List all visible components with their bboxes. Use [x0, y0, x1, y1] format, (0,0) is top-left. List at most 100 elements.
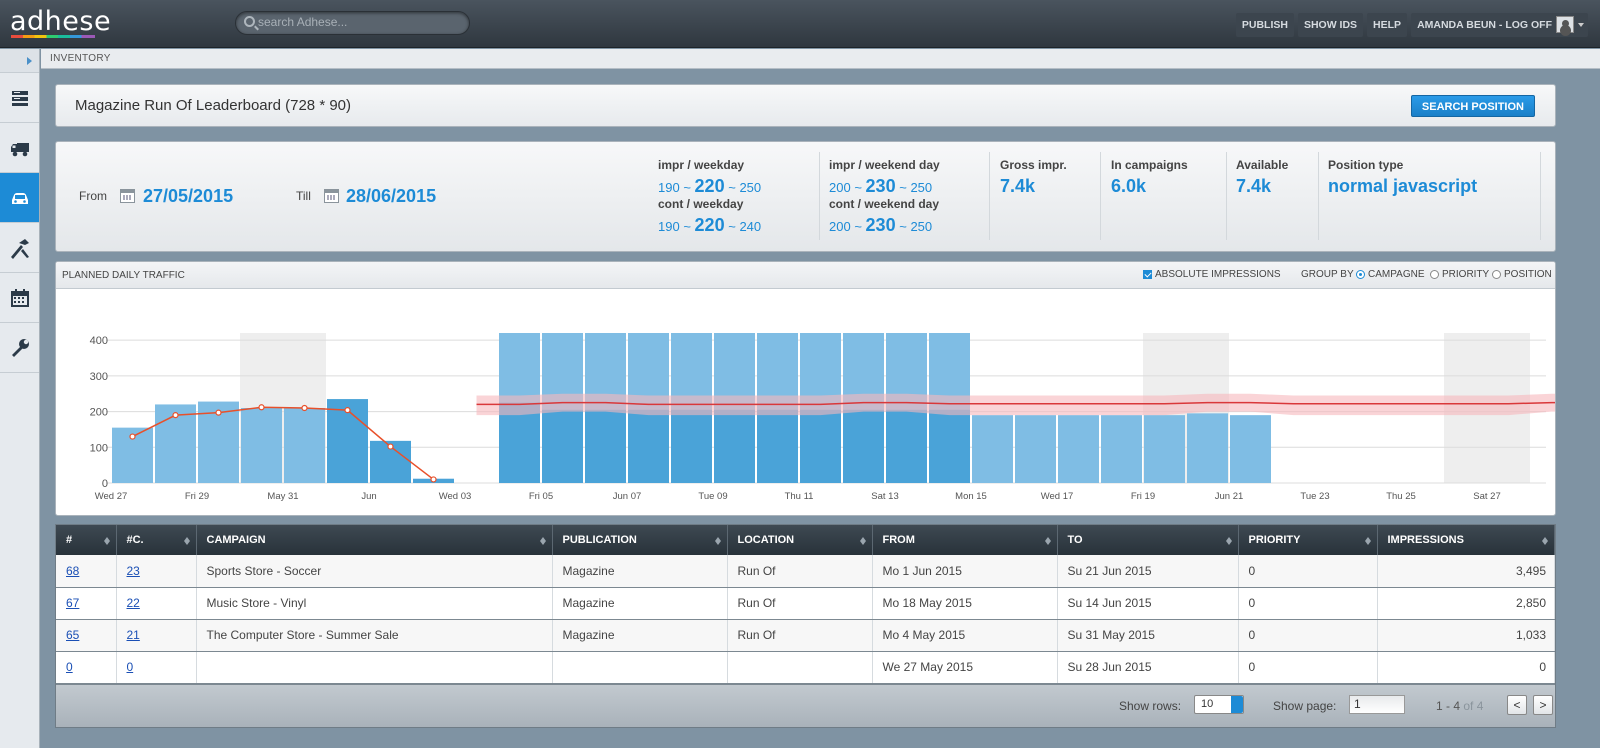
till-date[interactable]: 28/06/2015 [346, 186, 437, 206]
bar [499, 402, 540, 483]
actual-point [430, 476, 437, 483]
campaign-id-link[interactable]: 21 [126, 628, 140, 642]
sort-icon[interactable] [539, 534, 546, 546]
table-row[interactable]: 67 22 Music Store - Vinyl Magazine Run O… [56, 587, 1555, 620]
table-row[interactable]: 68 23 Sports Store - Soccer Magazine Run… [56, 555, 1555, 588]
cell-from: Mo 4 May 2015 [872, 619, 1058, 652]
radio-icon[interactable] [1430, 270, 1439, 279]
server-stack-icon [11, 90, 28, 106]
sidebar-item-positions[interactable] [0, 173, 39, 223]
sort-icon[interactable] [1364, 534, 1371, 546]
search-position-button[interactable]: SEARCH POSITION [1410, 95, 1535, 117]
x-tick-label: Fri 19 [1131, 491, 1155, 502]
cell-campaign: Sports Store - Soccer [196, 555, 553, 588]
column-header-campaign-id[interactable]: #C. [116, 525, 197, 555]
actual-point [301, 404, 308, 412]
next-page-button[interactable]: > [1533, 695, 1553, 715]
chart-toolbar: PLANNED DAILY TRAFFIC ABSOLUTE IMPRESSIO… [56, 262, 1555, 289]
bar [929, 409, 970, 483]
cell-id[interactable]: 0 [56, 651, 117, 684]
user-menu-button[interactable] [1552, 13, 1588, 37]
column-header-id[interactable]: # [56, 525, 117, 555]
column-header-from[interactable]: FROM [872, 525, 1058, 555]
cell-campaign-id[interactable]: 22 [116, 587, 197, 620]
sidebar-item-calendar[interactable] [0, 273, 39, 323]
search-input[interactable] [258, 15, 458, 29]
cell-from: Mo 1 Jun 2015 [872, 555, 1058, 588]
sidebar-item-settings[interactable] [0, 323, 39, 373]
adhese-logo[interactable]: adhese [10, 6, 112, 37]
rows-per-page-select[interactable]: 10 [1194, 695, 1244, 714]
sort-icon[interactable] [1044, 534, 1051, 546]
cell-campaign-id[interactable]: 23 [116, 555, 197, 588]
cell-id[interactable]: 67 [56, 587, 117, 620]
cell-campaign-id[interactable]: 21 [116, 619, 197, 652]
cell-to: Su 28 Jun 2015 [1057, 651, 1239, 684]
y-tick-label: 0 [102, 478, 108, 490]
global-search[interactable] [235, 11, 470, 35]
sidebar-item-inventory[interactable] [0, 73, 39, 123]
prev-page-button[interactable]: < [1507, 695, 1527, 715]
cell-campaign [196, 651, 553, 684]
page-number-input[interactable]: 1 [1349, 695, 1405, 714]
bar [1101, 415, 1142, 483]
from-calendar-icon[interactable] [120, 189, 135, 203]
column-header-impressions[interactable]: IMPRESSIONS [1377, 525, 1555, 555]
column-header-priority[interactable]: PRIORITY [1238, 525, 1378, 555]
help-button[interactable]: HELP [1367, 13, 1408, 37]
sort-icon[interactable] [1542, 534, 1548, 546]
breadcrumb[interactable]: INVENTORY [41, 49, 1600, 69]
cell-id[interactable]: 68 [56, 555, 117, 588]
x-tick-label: Jun [361, 491, 376, 502]
group-by-campagne[interactable]: CAMPAGNE [1356, 269, 1425, 280]
bar [585, 409, 626, 483]
campaign-id-link[interactable]: 23 [126, 563, 140, 578]
show-ids-button[interactable]: SHOW IDS [1297, 13, 1364, 37]
campaign-id-link[interactable]: 22 [126, 596, 140, 610]
booking-id-link[interactable]: 68 [66, 563, 80, 578]
cell-campaign-id[interactable]: 0 [116, 651, 197, 684]
select-spinner-icon[interactable] [1231, 696, 1243, 713]
column-header-to[interactable]: TO [1057, 525, 1239, 555]
till-calendar-icon[interactable] [324, 189, 339, 203]
radio-icon[interactable] [1492, 270, 1501, 279]
column-header-publication[interactable]: PUBLICATION [552, 525, 728, 555]
checkbox-icon[interactable] [1143, 270, 1152, 279]
cell-to: Su 31 May 2015 [1057, 619, 1239, 652]
x-tick-label: Fri 29 [185, 491, 209, 502]
group-by-priority[interactable]: PRIORITY [1430, 269, 1489, 280]
booking-id-link[interactable]: 0 [66, 660, 73, 674]
sidebar-expand-toggle[interactable] [0, 49, 39, 73]
cell-id[interactable]: 65 [56, 619, 117, 652]
stats-divider [1226, 152, 1227, 240]
table-row[interactable]: 65 21 The Computer Store - Summer Sale M… [56, 619, 1555, 652]
sort-icon[interactable] [1225, 534, 1232, 546]
column-header-location[interactable]: LOCATION [727, 525, 873, 555]
campaign-id-link[interactable]: 0 [126, 660, 134, 674]
column-header-campaign[interactable]: CAMPAIGN [196, 525, 553, 555]
sort-icon[interactable] [859, 534, 866, 546]
calendar-icon [10, 288, 29, 307]
bar [972, 415, 1013, 483]
sidebar-item-tools[interactable] [0, 223, 39, 273]
stats-divider [1318, 152, 1319, 240]
radio-icon[interactable] [1356, 270, 1365, 279]
traffic-chart[interactable]: 0 100 200 300 400 Wed 27 Fri 29 May 31 Jun Wed 03… [56, 289, 1555, 515]
publish-button[interactable]: PUBLISH [1235, 13, 1294, 37]
table-row[interactable]: 0 0 We 27 May 2015 Su 28 Jun 2015 0 0 [56, 651, 1555, 684]
absolute-impressions-toggle[interactable]: ABSOLUTE IMPRESSIONS [1143, 269, 1281, 280]
sort-icon[interactable] [183, 534, 190, 546]
bar [671, 409, 712, 483]
from-date[interactable]: 27/05/2015 [143, 186, 234, 206]
sidebar-item-delivery[interactable] [0, 123, 39, 173]
stats-divider [819, 152, 820, 240]
sort-icon[interactable] [714, 534, 721, 546]
cell-to: Su 21 Jun 2015 [1057, 555, 1239, 588]
booking-id-link[interactable]: 65 [66, 628, 80, 642]
booking-id-link[interactable]: 67 [66, 596, 80, 610]
logoff-button[interactable]: AMANDA BEUN - LOG OFF [1411, 13, 1558, 37]
sort-icon[interactable] [103, 534, 110, 546]
group-by-position[interactable]: POSITION [1492, 269, 1552, 280]
position-type-value: normal javascript [1328, 176, 1478, 196]
gross-impr-label: Gross impr. [1000, 158, 1067, 172]
